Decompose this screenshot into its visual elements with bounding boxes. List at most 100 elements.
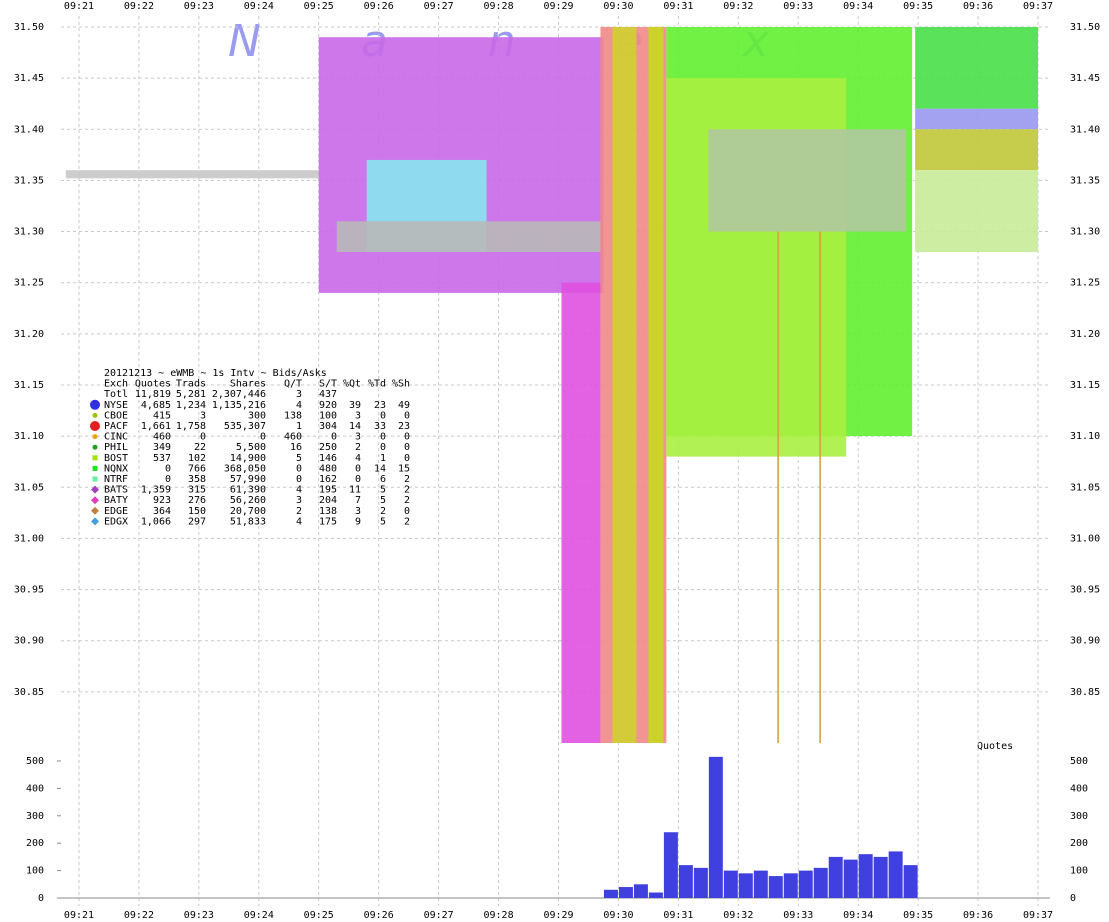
table-cell: BOST: [104, 453, 128, 464]
x-tick-label: 09:22: [124, 910, 154, 921]
table-cell: 14,900: [230, 453, 266, 464]
quote-band: [915, 108, 1039, 130]
y-tick-label: 31.50: [1070, 22, 1100, 33]
table-cell: PHIL: [104, 442, 128, 453]
table-cell: 0: [296, 463, 302, 474]
legend-marker: [91, 506, 99, 515]
y-tick-label: 100: [1070, 866, 1088, 877]
table-cell: 0: [404, 442, 410, 453]
table-cell: 358: [188, 474, 206, 485]
table-cell: 1,135,216: [212, 400, 266, 411]
table-cell: 56,260: [230, 495, 266, 506]
x-tick-label: 09:34: [843, 1, 873, 12]
x-tick-label: 09:23: [184, 1, 214, 12]
table-cell: 7: [355, 495, 361, 506]
table-cell: 3: [355, 432, 361, 443]
x-tick-label: 09:36: [963, 910, 993, 921]
y-tick-label: 200: [26, 838, 44, 849]
table-cell: 2: [404, 495, 410, 506]
y-tick-label: 31.45: [14, 73, 44, 84]
quote-band: [915, 26, 1039, 109]
y-tick-label: 31.10: [1070, 431, 1100, 442]
quote-count-bar: [783, 873, 798, 898]
x-tick-label: 09:27: [424, 1, 454, 12]
x-tick-label: 09:23: [184, 910, 214, 921]
quote-band: [915, 129, 1039, 171]
quote-count-bar: [648, 892, 663, 898]
table-cell: 1,359: [141, 485, 171, 496]
legend-marker: [92, 476, 98, 482]
y-tick-label: 500: [1070, 756, 1088, 767]
legend-marker: [90, 399, 100, 410]
y-tick-label: 30.85: [1070, 687, 1100, 698]
table-cell: 2: [380, 506, 386, 517]
x-tick-label: 09:22: [124, 1, 154, 12]
table-cell: 3: [355, 506, 361, 517]
table-cell: 0: [404, 506, 410, 517]
quote-count-bar: [633, 884, 648, 898]
y-tick-label: 31.25: [1070, 278, 1100, 289]
y-tick-label: 0: [38, 893, 44, 904]
table-cell: 1: [296, 421, 302, 432]
table-cell: Shares: [230, 379, 266, 390]
table-cell: %Td: [368, 379, 386, 390]
table-cell: 5: [296, 453, 302, 464]
table-cell: 0: [165, 463, 171, 474]
table-cell: 5,500: [236, 442, 266, 453]
table-cell: 39: [349, 400, 361, 411]
table-cell: 4: [355, 453, 361, 464]
y-tick-label: 31.15: [14, 380, 44, 391]
y-tick-label: 31.00: [14, 533, 44, 544]
legend-marker: [90, 421, 100, 431]
x-tick-label: 09:25: [304, 1, 334, 12]
table-cell: 1,661: [141, 421, 171, 432]
y-tick-label: 31.20: [14, 329, 44, 340]
table-cell: 368,050: [224, 463, 266, 474]
quote-band: [336, 221, 601, 252]
table-cell: 33: [374, 421, 386, 432]
table-cell: 4: [296, 400, 302, 411]
quote-count-bar: [678, 865, 693, 898]
x-tick-label: 09:26: [364, 910, 394, 921]
table-cell: 51,833: [230, 516, 266, 527]
y-tick-label: 31.35: [1070, 175, 1100, 186]
legend-marker: [92, 444, 98, 450]
quote-count-bar: [738, 873, 753, 898]
table-cell: 0: [380, 432, 386, 443]
y-tick-label: 400: [1070, 783, 1088, 794]
table-cell: 0: [380, 442, 386, 453]
quote-count-bar: [693, 867, 708, 898]
table-cell: 5,281: [176, 389, 206, 400]
table-cell: 923: [153, 495, 171, 506]
quote-count-bar: [753, 870, 768, 898]
quotes-label: Quotes: [977, 741, 1013, 752]
table-cell: 297: [188, 516, 206, 527]
x-tick-label: 09:31: [663, 910, 693, 921]
table-cell: 0: [331, 432, 337, 443]
legend-marker: [92, 412, 98, 418]
table-cell: 4: [296, 485, 302, 496]
x-tick-label: 09:30: [603, 1, 633, 12]
table-cell: PACF: [104, 421, 128, 432]
table-cell: 150: [188, 506, 206, 517]
table-cell: 0: [165, 474, 171, 485]
x-tick-label: 09:26: [364, 1, 394, 12]
y-tick-label: 30.90: [1070, 636, 1100, 647]
y-tick-label: 30.90: [14, 636, 44, 647]
table-cell: %Qt: [343, 379, 361, 390]
quote-count-bar: [663, 832, 678, 898]
table-cell: 9: [355, 516, 361, 527]
quote-count-bar: [843, 859, 858, 898]
table-cell: 4: [296, 516, 302, 527]
x-tick-label: 09:25: [304, 910, 334, 921]
quote-count-bar: [813, 867, 828, 898]
table-cell: 300: [248, 410, 266, 421]
quote-band: [65, 170, 319, 179]
x-tick-label: 09:37: [1023, 1, 1053, 12]
table-cell: 415: [153, 410, 171, 421]
table-cell: 535,307: [224, 421, 266, 432]
table-cell: 1: [380, 453, 386, 464]
quote-count-bar: [903, 865, 918, 898]
table-cell: 162: [319, 474, 337, 485]
table-cell: 195: [319, 485, 337, 496]
